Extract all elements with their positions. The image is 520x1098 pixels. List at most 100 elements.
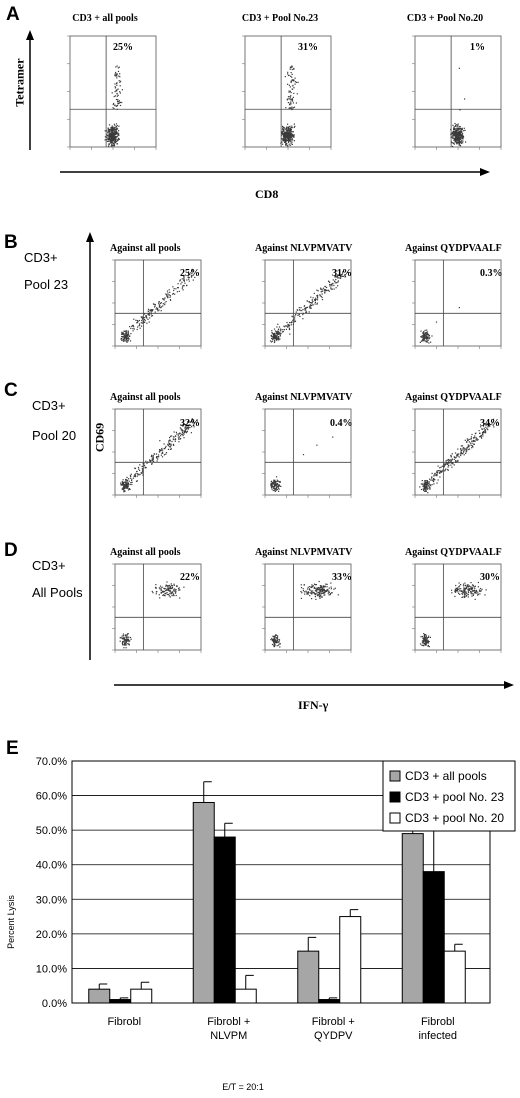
panel-d-plot3-percent: 30% <box>480 572 500 583</box>
x-category-label: infected <box>418 1030 457 1042</box>
x-category-label: QYDPV <box>314 1030 353 1042</box>
lysis-bar-chart: 0.0% 10.0% 20.0% 30.0% 40.0% 50.0% 60.0% 70.0% P… <box>6 756 516 1092</box>
legend-label: CD3 + pool No. 23 <box>405 790 504 804</box>
error-bar <box>454 943 463 952</box>
y-tick-label: 70.0% <box>36 756 67 768</box>
panel-b-plot2-percent: 31% <box>332 268 352 279</box>
panel-c-plot1-percent: 32% <box>180 418 200 429</box>
panel-b-plot-2 <box>255 256 355 356</box>
panel-b-plot1-title: Against all pools <box>110 243 181 254</box>
panel-b-plot-3 <box>405 256 505 356</box>
bar <box>318 999 341 1004</box>
y-tick-label: 0.0% <box>42 998 67 1010</box>
error-bar <box>328 997 338 1000</box>
error-bar <box>140 981 150 990</box>
panel-b-plot2-title: Against NLVPMVATV <box>255 243 353 254</box>
panel-d-plot-2 <box>255 560 355 660</box>
panel-c-label-line1: CD3+ <box>32 398 66 413</box>
bar <box>234 988 257 1004</box>
panel-c-plot-1 <box>105 405 205 505</box>
panels-bcd-x-axis-label: IFN-γ <box>298 698 329 712</box>
panel-b-letter: B <box>4 232 18 253</box>
y-tick-label: 50.0% <box>36 825 67 837</box>
error-bar <box>349 909 359 917</box>
x-category-label: Fibrobl <box>107 1016 141 1028</box>
panel-c-plot1-title: Against all pools <box>110 392 181 403</box>
panel-a-axes <box>26 30 490 176</box>
panel-d-label-line2: All Pools <box>32 585 83 600</box>
panel-a-plot-3 <box>405 32 505 157</box>
bar <box>443 950 466 1004</box>
error-bar <box>224 822 233 838</box>
legend-box <box>382 760 516 832</box>
panel-c-plot-3 <box>405 405 505 505</box>
y-tick-label: 60.0% <box>36 791 67 803</box>
y-tick-label: 40.0% <box>36 860 67 872</box>
panel-a-plot1-percent: 25% <box>113 42 133 53</box>
y-tick-label: 20.0% <box>36 929 67 941</box>
panel-d-plot2-percent: 33% <box>332 572 352 583</box>
panel-c-plot3-title: Against QYDPVAALF <box>405 392 502 403</box>
bar <box>339 916 362 1004</box>
panel-d-plot3-title: Against QYDPVAALF <box>405 547 502 558</box>
bar <box>88 988 111 1004</box>
x-category-label: Fibrobl <box>421 1016 455 1028</box>
panel-d-label-line1: CD3+ <box>32 558 66 573</box>
panel-c-letter: C <box>4 380 18 401</box>
bar <box>401 833 424 1004</box>
panel-a-y-axis-label: Tetramer <box>12 58 27 107</box>
y-tick-label: 30.0% <box>36 894 67 906</box>
panel-d-plot2-title: Against NLVPMVATV <box>255 547 353 558</box>
legend-swatch <box>389 812 401 824</box>
panel-d-plot1-percent: 22% <box>180 572 200 583</box>
bar <box>130 988 153 1004</box>
panel-a-plot2-percent: 31% <box>298 42 318 53</box>
error-bar <box>245 974 254 990</box>
error-bar <box>98 983 108 990</box>
legend-swatch <box>389 770 401 782</box>
panel-b-plot3-title: Against QYDPVAALF <box>405 243 502 254</box>
bar <box>422 871 445 1004</box>
bar <box>297 950 320 1004</box>
panel-d-plot-1 <box>105 560 205 660</box>
panel-c-plot2-percent: 0.4% <box>330 418 353 429</box>
panel-c-plot3-percent: 34% <box>480 418 500 429</box>
error-bar <box>119 997 129 1000</box>
panel-a-plot1-title: CD3 + all pools <box>72 13 138 24</box>
panel-b-plot-1 <box>105 256 205 356</box>
bar <box>109 999 132 1004</box>
panel-a-x-axis-label: CD8 <box>255 187 279 201</box>
panel-a-letter: A <box>6 4 20 25</box>
error-bar <box>307 936 317 952</box>
panel-b-label-line2: Pool 23 <box>24 277 69 292</box>
panel-c-label-line2: Pool 20 <box>32 428 77 443</box>
panels-bcd-axes <box>86 232 514 689</box>
panel-d-plot-3 <box>405 560 505 660</box>
panel-a-plot3-percent: 1% <box>470 42 485 53</box>
error-bar <box>433 829 442 872</box>
panel-a-plot-2 <box>235 32 335 157</box>
y-tick-label: 10.0% <box>36 963 67 975</box>
panel-a-plot-1 <box>60 32 160 157</box>
panel-b-plot1-percent: 25% <box>180 268 200 279</box>
x-category-label: NLVPM <box>210 1030 247 1042</box>
panel-d-letter: D <box>4 540 18 561</box>
x-category-label: Fibrobl + <box>207 1016 250 1028</box>
panel-a-plot3-title: CD3 + Pool No.20 <box>406 13 484 24</box>
x-category-label: Fibrobl + <box>312 1016 355 1028</box>
legend-swatch <box>389 791 401 803</box>
y-axis-label: Percent Lysis <box>6 895 16 949</box>
panel-c-plot-2 <box>255 405 355 505</box>
panel-e-letter: E <box>6 738 19 759</box>
panel-c-plot2-title: Against NLVPMVATV <box>255 392 353 403</box>
panel-a-plot2-title: CD3 + Pool No.23 <box>241 13 319 24</box>
x-axis-label: E/T = 20:1 <box>222 1082 264 1092</box>
error-bar <box>203 781 212 803</box>
legend-label: CD3 + all pools <box>405 769 487 783</box>
legend-label: CD3 + pool No. 20 <box>405 811 504 825</box>
plot-area-frame <box>71 760 491 1004</box>
bar <box>213 836 236 1004</box>
panel-b-plot3-percent: 0.3% <box>480 268 503 279</box>
panel-d-plot1-title: Against all pools <box>110 547 181 558</box>
bar <box>192 801 215 1004</box>
